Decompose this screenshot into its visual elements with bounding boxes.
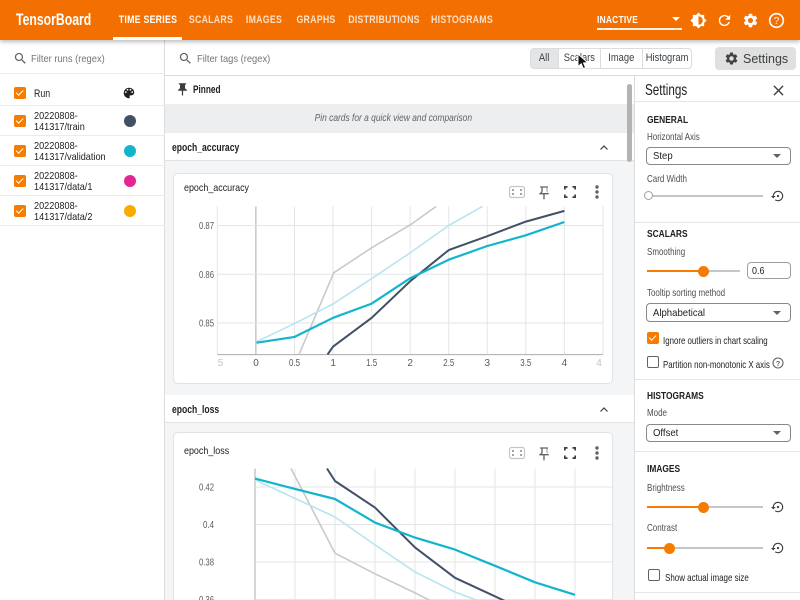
svg-text:0.5: 0.5 xyxy=(289,358,300,369)
svg-text:?: ? xyxy=(774,16,780,27)
svg-text:4: 4 xyxy=(596,358,602,369)
svg-text:1.5: 1.5 xyxy=(366,358,377,369)
svg-text:?: ? xyxy=(776,359,781,368)
svg-text:0.86: 0.86 xyxy=(199,270,214,281)
svg-text:2.5: 2.5 xyxy=(443,358,454,369)
svg-text:4: 4 xyxy=(562,358,568,369)
svg-text:3.5: 3.5 xyxy=(520,358,531,369)
svg-text:2: 2 xyxy=(407,358,413,369)
svg-text:0.42: 0.42 xyxy=(199,483,214,494)
svg-text:5: 5 xyxy=(218,358,224,369)
svg-text:1: 1 xyxy=(330,358,336,369)
svg-text:0.36: 0.36 xyxy=(199,595,214,600)
svg-text:3: 3 xyxy=(485,358,491,369)
svg-text:0: 0 xyxy=(253,358,259,369)
svg-text:0.85: 0.85 xyxy=(199,319,214,330)
svg-text:0.38: 0.38 xyxy=(199,558,214,569)
svg-text:0.87: 0.87 xyxy=(199,221,214,232)
svg-text:0.4: 0.4 xyxy=(203,520,214,531)
